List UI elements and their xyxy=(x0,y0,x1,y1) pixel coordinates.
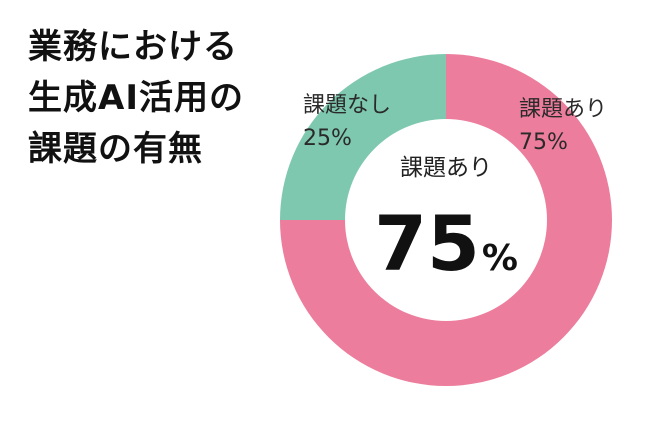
center-unit: % xyxy=(482,238,518,279)
chart-title-line: 生成AI活用の xyxy=(28,78,244,118)
donut-slices xyxy=(280,54,612,386)
slice-value-no-issues: 25% xyxy=(303,126,352,151)
center-value: 75 xyxy=(374,199,480,288)
donut-slice-no-issues xyxy=(280,54,446,220)
chart-title-line: 課題の有無 xyxy=(28,129,203,169)
donut-slice-issues xyxy=(280,54,612,386)
chart-title-line: 業務における xyxy=(28,27,238,67)
slice-value-issues: 75% xyxy=(519,130,568,155)
center-percentage: 75% xyxy=(374,199,518,288)
chart-title: 業務における 生成AI活用の 課題の有無 xyxy=(28,22,244,175)
center-label: 課題あり xyxy=(400,155,492,181)
slice-label-issues: 課題あり xyxy=(519,97,607,122)
slice-label-no-issues: 課題なし xyxy=(303,93,391,118)
